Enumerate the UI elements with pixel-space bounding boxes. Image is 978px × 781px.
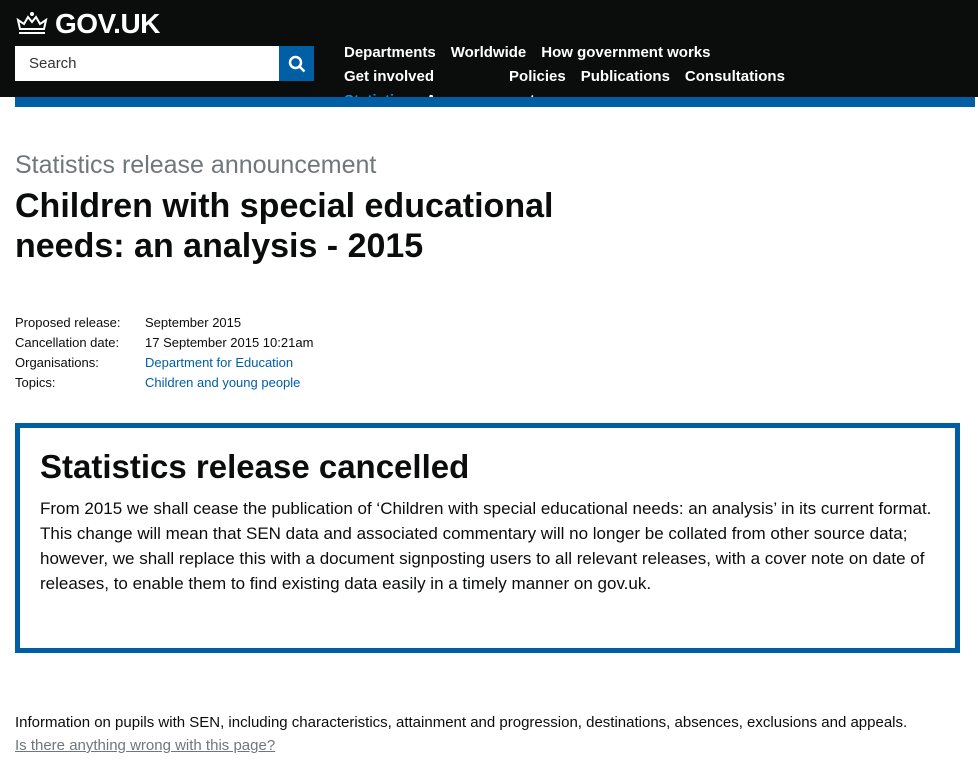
meta-row: Cancellation date: 17 September 2015 10:2… (15, 333, 313, 353)
notice-heading: Statistics release cancelled (40, 448, 470, 485)
nav-policies[interactable]: Policies (509, 68, 566, 85)
site-header: GOV.UK Departments Worldwide How governm… (0, 0, 978, 109)
meta-row: Proposed release: September 2015 (15, 313, 313, 333)
meta-row: Organisations: Department for Education (15, 353, 313, 373)
logo-text: GOV.UK (55, 8, 160, 39)
page-kicker: Statistics release announcement (15, 151, 377, 179)
metadata: Proposed release: September 2015 Cancella… (15, 313, 313, 393)
nav-get-involved[interactable]: Get involved (344, 68, 435, 85)
govuk-logo[interactable]: GOV.UK (15, 8, 160, 40)
organisation-link[interactable]: Department for Education (145, 355, 294, 370)
search-input[interactable] (15, 46, 279, 81)
notice-body: From 2015 we shall cease the publication… (40, 499, 932, 593)
meta-label: Proposed release: (15, 315, 121, 330)
nav-departments[interactable]: Departments (344, 44, 436, 61)
nav-consultations[interactable]: Consultations (684, 68, 785, 85)
meta-label: Cancellation date: (15, 335, 120, 350)
nav-worldwide[interactable]: Worldwide (450, 44, 527, 61)
meta-value: September 2015 (145, 315, 242, 330)
meta-value: 17 September 2015 10:21am (145, 335, 314, 350)
crown-icon (16, 12, 48, 34)
page-title: Children with special educational needs:… (15, 187, 554, 265)
topic-link[interactable]: Children and young people (145, 375, 301, 390)
nav-how-government-works[interactable]: How government works (541, 44, 711, 61)
cancellation-notice: Statistics release cancelled From 2015 w… (15, 423, 960, 653)
search-icon (288, 55, 305, 72)
search-button[interactable] (279, 46, 314, 81)
meta-label: Topics: (15, 375, 56, 390)
meta-label: Organisations: (15, 355, 99, 370)
page-description: Information on pupils with SEN, includin… (15, 714, 908, 731)
nav-publications[interactable]: Publications (580, 68, 670, 85)
header-accent-bar (15, 97, 975, 107)
meta-row: Topics: Children and young people (15, 373, 313, 393)
report-problem-link[interactable]: Is there anything wrong with this page? (15, 737, 276, 754)
